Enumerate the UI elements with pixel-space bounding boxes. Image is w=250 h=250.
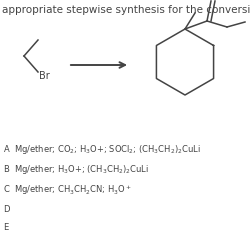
- Text: appropriate stepwise synthesis for the conversi: appropriate stepwise synthesis for the c…: [2, 5, 250, 15]
- Text: A  Mg/ether; CO$_2$; H$_3$O+; SOCl$_2$; (CH$_3$CH$_2$)$_2$CuLi: A Mg/ether; CO$_2$; H$_3$O+; SOCl$_2$; (…: [3, 144, 201, 156]
- Text: B  Mg/ether; H$_3$O+; (CH$_3$CH$_2$)$_2$CuLi: B Mg/ether; H$_3$O+; (CH$_3$CH$_2$)$_2$C…: [3, 164, 149, 176]
- Text: E: E: [3, 223, 8, 232]
- Text: Br: Br: [39, 71, 50, 81]
- Text: D: D: [3, 206, 10, 214]
- Text: C  Mg/ether; CH$_3$CH$_2$CN; H$_3$O$^+$: C Mg/ether; CH$_3$CH$_2$CN; H$_3$O$^+$: [3, 183, 132, 197]
